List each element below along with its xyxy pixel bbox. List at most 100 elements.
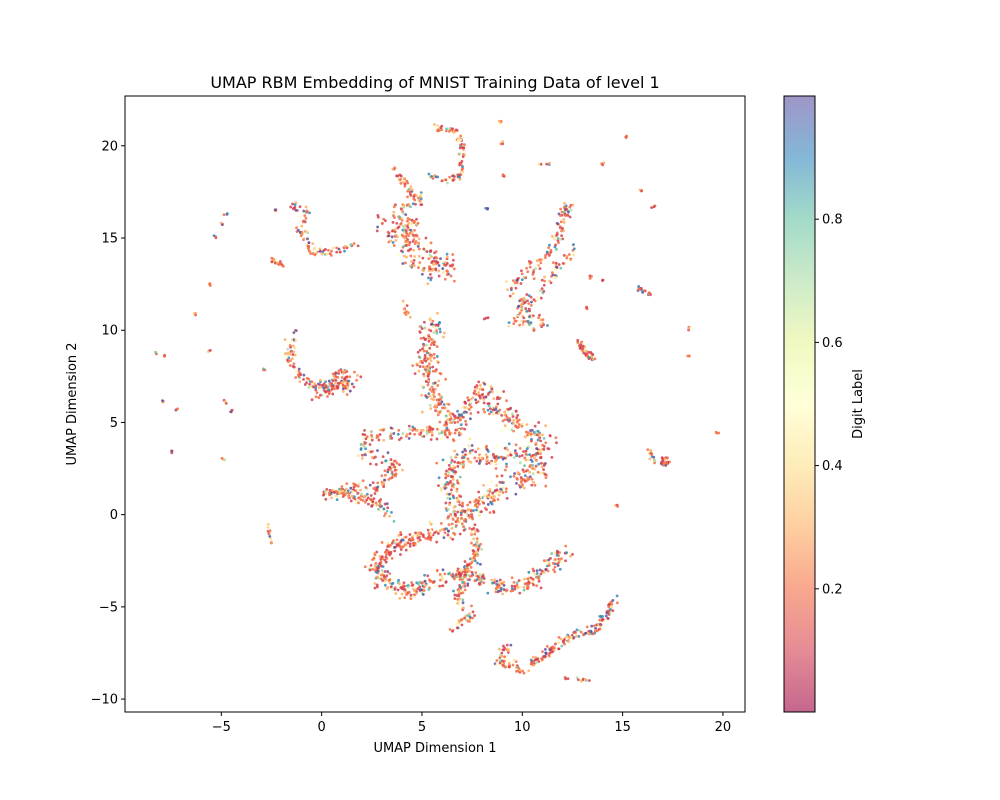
scatter-point <box>577 635 581 638</box>
scatter-point <box>383 583 387 587</box>
scatter-point <box>472 543 476 547</box>
scatter-point <box>418 200 422 203</box>
scatter-point <box>427 339 431 343</box>
scatter-point <box>500 654 504 658</box>
scatter-point <box>305 209 309 213</box>
scatter-point <box>482 401 486 405</box>
scatter-point <box>553 268 557 272</box>
x-tick-label: 0 <box>317 720 325 735</box>
scatter-point <box>488 487 492 491</box>
scatter-point <box>435 331 439 335</box>
scatter-point <box>427 362 431 366</box>
scatter-point <box>459 589 463 593</box>
scatter-point <box>544 484 548 488</box>
scatter-point <box>223 458 226 462</box>
scatter-point <box>297 374 301 378</box>
x-tick-label: 10 <box>514 720 531 735</box>
scatter-point <box>448 421 452 424</box>
scatter-point <box>330 387 334 391</box>
scatter-point <box>482 501 486 505</box>
scatter-point <box>447 529 450 533</box>
scatter-point <box>453 512 457 516</box>
scatter-point <box>408 432 412 436</box>
scatter-point <box>391 241 395 244</box>
scatter-point <box>458 178 462 181</box>
scatter-point <box>328 493 331 497</box>
scatter-point <box>531 466 534 470</box>
scatter-point <box>425 430 429 434</box>
scatter-point <box>318 383 322 386</box>
scatter-point <box>420 393 424 397</box>
scatter-point <box>494 405 498 409</box>
scatter-point <box>430 322 434 326</box>
scatter-point <box>456 510 460 514</box>
scatter-point <box>402 244 406 248</box>
scatter-point <box>591 353 595 356</box>
scatter-point <box>412 534 415 537</box>
scatter-point <box>403 236 407 240</box>
scatter-point <box>365 498 369 502</box>
scatter-point <box>343 369 347 373</box>
scatter-point <box>496 498 500 501</box>
scatter-point <box>511 292 515 296</box>
scatter-point <box>521 323 525 326</box>
scatter-point <box>494 411 498 415</box>
scatter-point <box>381 579 385 582</box>
scatter-point <box>347 379 351 383</box>
scatter-point <box>537 445 541 448</box>
scatter-point <box>523 474 527 478</box>
scatter-point <box>507 649 510 653</box>
scatter-point <box>538 313 541 317</box>
scatter-point <box>382 507 386 511</box>
scatter-point <box>486 383 490 387</box>
scatter-point <box>547 246 551 250</box>
scatter-point <box>532 480 535 484</box>
scatter-point <box>394 238 398 242</box>
scatter-point <box>376 225 379 229</box>
scatter-point <box>557 635 561 639</box>
scatter-point <box>440 431 444 435</box>
scatter-point <box>402 203 406 207</box>
scatter-point <box>306 237 309 241</box>
scatter-point <box>375 550 379 554</box>
scatter-point <box>536 470 540 474</box>
scatter-point <box>517 666 521 670</box>
scatter-point <box>562 638 566 642</box>
scatter-point <box>412 197 416 201</box>
scatter-point <box>606 610 610 614</box>
scatter-point <box>472 537 476 541</box>
scatter-point <box>352 485 356 489</box>
scatter-point <box>500 413 504 417</box>
scatter-point <box>415 217 418 221</box>
scatter-point <box>468 500 472 504</box>
scatter-point <box>486 591 490 595</box>
scatter-point <box>385 553 388 557</box>
scatter-point <box>364 441 368 445</box>
scatter-point <box>469 400 472 404</box>
scatter-point <box>624 136 628 140</box>
scatter-point <box>469 566 473 569</box>
scatter-point <box>558 567 562 571</box>
scatter-point <box>537 316 540 320</box>
scatter-point <box>479 495 483 499</box>
scatter-point <box>341 492 345 495</box>
scatter-point <box>469 531 473 535</box>
scatter-point <box>393 230 397 234</box>
scatter-point <box>539 261 543 265</box>
scatter-point <box>515 281 519 285</box>
scatter-point <box>547 564 551 567</box>
scatter-point <box>550 234 554 238</box>
scatter-point <box>401 211 405 215</box>
scatter-point <box>453 431 457 435</box>
scatter-point <box>448 503 451 507</box>
scatter-point <box>554 642 557 646</box>
scatter-point <box>431 365 435 369</box>
scatter-point <box>476 561 479 565</box>
scatter-point <box>450 458 454 462</box>
scatter-point <box>402 205 406 209</box>
scatter-point <box>543 655 547 659</box>
scatter-point <box>498 647 501 651</box>
scatter-point <box>506 426 510 430</box>
scatter-point <box>401 180 405 184</box>
scatter-point <box>208 348 212 352</box>
